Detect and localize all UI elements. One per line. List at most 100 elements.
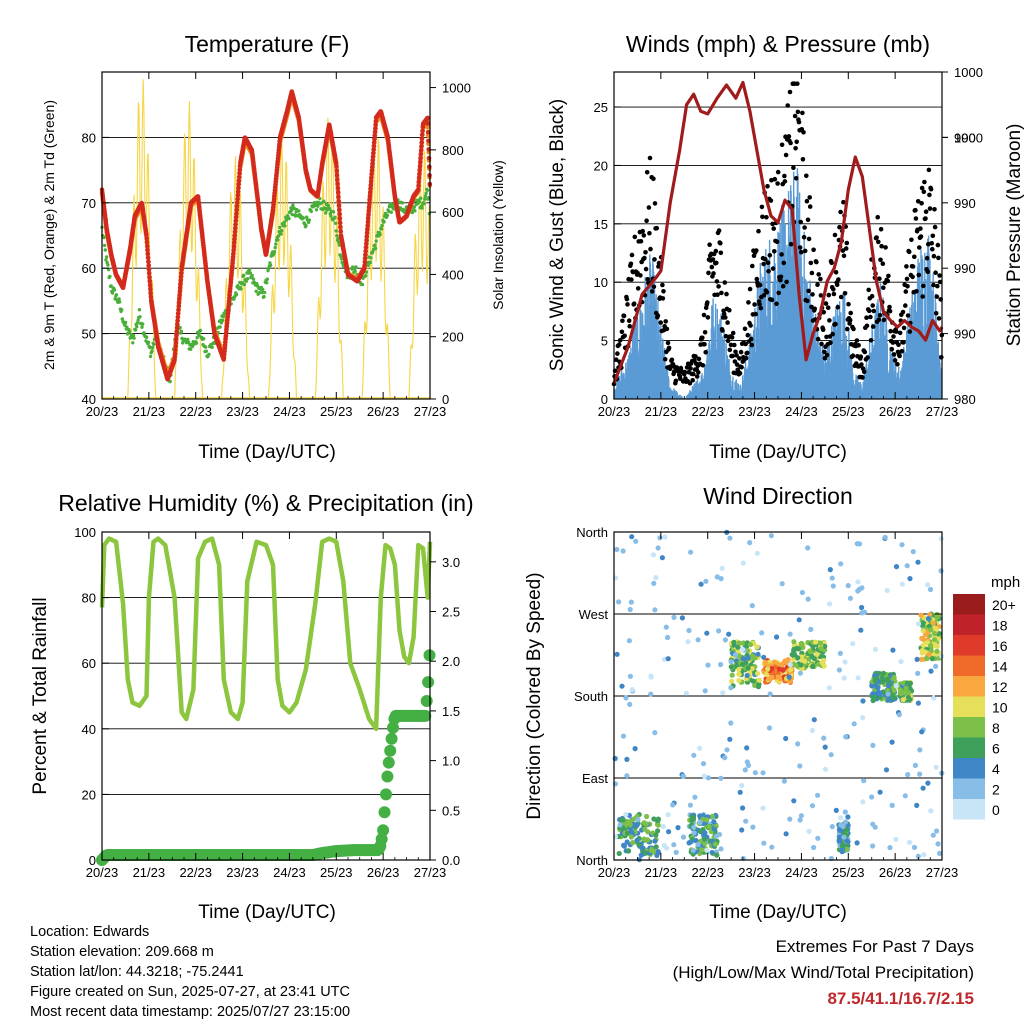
t2m-point [148, 286, 153, 292]
t2m-point [338, 228, 344, 234]
gust-point [622, 333, 627, 339]
t2m-point [146, 259, 151, 265]
gust-point [745, 332, 751, 338]
temperature-series [99, 89, 433, 384]
td2m-point [114, 293, 119, 297]
gust-point [795, 109, 801, 115]
gust-point [895, 362, 900, 367]
x-tick-label: 24/23 [785, 404, 818, 419]
gust-point [838, 209, 843, 215]
gust-point [800, 157, 806, 162]
td2m-point [131, 333, 136, 338]
t2m-point [146, 271, 152, 276]
td2m-point [106, 263, 110, 267]
gust-point [841, 253, 847, 259]
td2m-point [144, 335, 149, 339]
td2m-point [141, 322, 145, 326]
gust-point [776, 290, 781, 296]
direction-title: Wind Direction [703, 483, 853, 509]
gust-point [747, 286, 753, 292]
gust-point [929, 241, 934, 246]
td2m-point [333, 221, 338, 225]
gust-point [918, 226, 923, 231]
gust-point [808, 260, 814, 266]
gust-point [931, 282, 936, 288]
gust-point [619, 329, 625, 335]
gust-point [621, 313, 627, 319]
td2m-point [301, 216, 306, 220]
gust-point [812, 306, 817, 312]
direction-point [736, 671, 742, 677]
gust-point [748, 336, 754, 342]
gust-point [632, 234, 638, 240]
gust-point [891, 334, 896, 339]
gust-point [836, 277, 841, 282]
gust-point [924, 255, 930, 261]
x-tick-label: 22/23 [179, 404, 212, 419]
gust-point [910, 274, 915, 280]
gust-point [847, 317, 853, 323]
y-right-tick-label: 0.5 [442, 803, 460, 818]
td2m-point [423, 197, 427, 201]
y-tick-label: 15 [594, 217, 608, 232]
precip-point [382, 756, 395, 769]
t2m-point [147, 279, 153, 284]
td2m-point [282, 220, 287, 225]
humidity-series [96, 536, 436, 866]
x-tick-label: 26/23 [367, 865, 400, 880]
gust-point [878, 226, 884, 232]
gust-point [782, 179, 788, 184]
gust-point [921, 189, 927, 195]
gust-point [754, 248, 759, 253]
gust-point [782, 173, 787, 179]
t2m-point [416, 187, 421, 192]
td2m-point [242, 282, 247, 287]
td2m-point [148, 354, 153, 359]
td2m-point [410, 210, 414, 215]
direction-point [643, 821, 650, 827]
gust-point [616, 342, 622, 347]
humidity-title: Relative Humidity (%) & Precipitation (i… [58, 490, 473, 516]
t2m-point [427, 164, 432, 169]
direction-point [691, 814, 697, 821]
t2m-point [337, 211, 342, 217]
td2m-point [221, 315, 226, 319]
gust-point [719, 290, 724, 296]
gust-point [807, 195, 812, 200]
td2m-point [322, 199, 326, 203]
gust-point [818, 276, 823, 282]
y-tick-label: 100 [74, 525, 96, 540]
td2m-point [242, 273, 246, 277]
direction-point [702, 836, 708, 842]
td2m-point [335, 234, 339, 238]
td2m-point [263, 290, 267, 295]
gust-point [627, 323, 632, 329]
td2m-point [292, 206, 296, 211]
direction-point [711, 819, 717, 825]
direction-point [697, 819, 703, 826]
gust-point [775, 169, 781, 175]
y-right-tick-label: 990 [954, 196, 976, 211]
gust-point [935, 283, 940, 289]
td2m-point [150, 345, 155, 350]
direction-point [638, 852, 644, 858]
gust-point [843, 246, 849, 251]
gust-point [807, 204, 813, 209]
td2m-point [188, 347, 193, 351]
gust-point [806, 288, 811, 294]
gust-point [805, 298, 810, 304]
direction-point [699, 847, 705, 853]
gust-point [891, 352, 897, 357]
gust-point [770, 266, 776, 271]
gust-point [933, 311, 939, 316]
y-tick-label: 40 [82, 392, 96, 407]
y-right-tick-label: 1000 [954, 130, 983, 145]
gust-point [711, 271, 716, 276]
y-tick-label: 40 [82, 722, 96, 737]
td2m-point [150, 349, 154, 353]
gust-point [793, 146, 798, 151]
td2m-point [331, 210, 336, 214]
direction-point [619, 817, 625, 823]
t2m-point [334, 172, 340, 178]
